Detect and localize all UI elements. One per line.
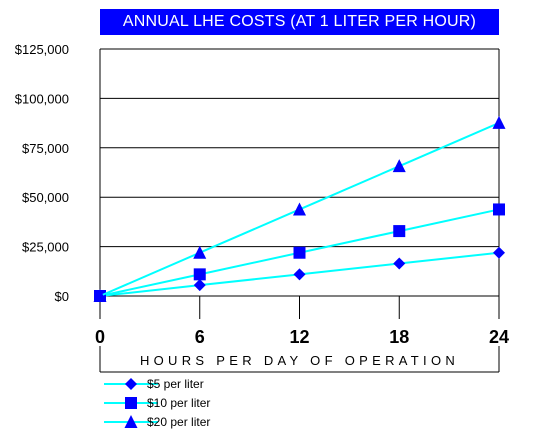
x-axis-label: HOURS PER DAY OF OPERATION xyxy=(140,353,459,368)
data-point xyxy=(492,115,506,129)
data-point xyxy=(193,268,206,281)
y-tick-label: $0 xyxy=(55,289,69,304)
data-point xyxy=(193,279,206,292)
x-tick-label: 6 xyxy=(195,327,205,347)
legend-label: $10 per liter xyxy=(147,396,210,410)
data-point xyxy=(392,159,406,173)
data-point xyxy=(293,246,306,259)
data-point xyxy=(293,268,306,281)
y-tick-label: $100,000 xyxy=(15,91,69,106)
legend-label: $5 per liter xyxy=(147,377,204,391)
data-point xyxy=(493,203,505,216)
legend-marker xyxy=(124,415,138,428)
x-tick-label: 0 xyxy=(95,327,105,347)
x-tick-label: 24 xyxy=(489,327,509,347)
x-tick-label: 18 xyxy=(389,327,409,347)
series-2 xyxy=(94,203,505,302)
y-tick-label: $25,000 xyxy=(22,240,69,255)
chart-title: ANNUAL LHE COSTS (AT 1 LITER PER HOUR) xyxy=(100,9,499,35)
data-point xyxy=(293,202,306,216)
data-point xyxy=(393,225,406,238)
y-tick-label: $75,000 xyxy=(22,141,69,156)
legend-label: $20 per liter xyxy=(147,415,210,429)
data-point xyxy=(393,257,406,270)
legend: $5 per liter $10 per liter $20 per liter xyxy=(104,377,210,429)
y-tick-label: $50,000 xyxy=(22,190,69,205)
legend-marker xyxy=(125,378,137,390)
legend-marker xyxy=(125,397,137,409)
y-tick-label: $125,000 xyxy=(15,42,69,57)
data-point xyxy=(493,246,505,259)
series-3 xyxy=(93,115,506,302)
x-tick-label: 12 xyxy=(289,327,309,347)
data-point xyxy=(193,245,207,259)
data-point xyxy=(93,289,107,302)
